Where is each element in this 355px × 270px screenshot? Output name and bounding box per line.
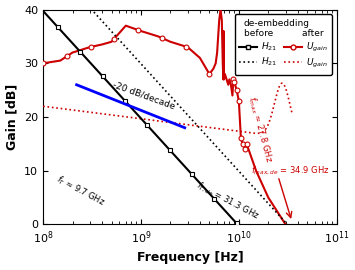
Legend: $H_{21}$, $H_{21}$, $U_{gain}$, $U_{gain}$: $H_{21}$, $H_{21}$, $U_{gain}$, $U_{gain… [235, 14, 332, 75]
X-axis label: Frequency [Hz]: Frequency [Hz] [137, 251, 243, 264]
Text: -20 dB/decade: -20 dB/decade [111, 80, 176, 111]
Text: $f_{T,de}$ = 31.3 GHz: $f_{T,de}$ = 31.3 GHz [194, 179, 261, 223]
Y-axis label: Gain [dB]: Gain [dB] [6, 84, 18, 150]
Text: $f_{max,de}$ = 34.9 GHz: $f_{max,de}$ = 34.9 GHz [251, 165, 330, 177]
Text: $f_T$ ≈ 9.7 GHz: $f_T$ ≈ 9.7 GHz [54, 173, 107, 209]
Text: $f_{max}$ ≈ 27.8 GHz: $f_{max}$ ≈ 27.8 GHz [245, 94, 274, 163]
